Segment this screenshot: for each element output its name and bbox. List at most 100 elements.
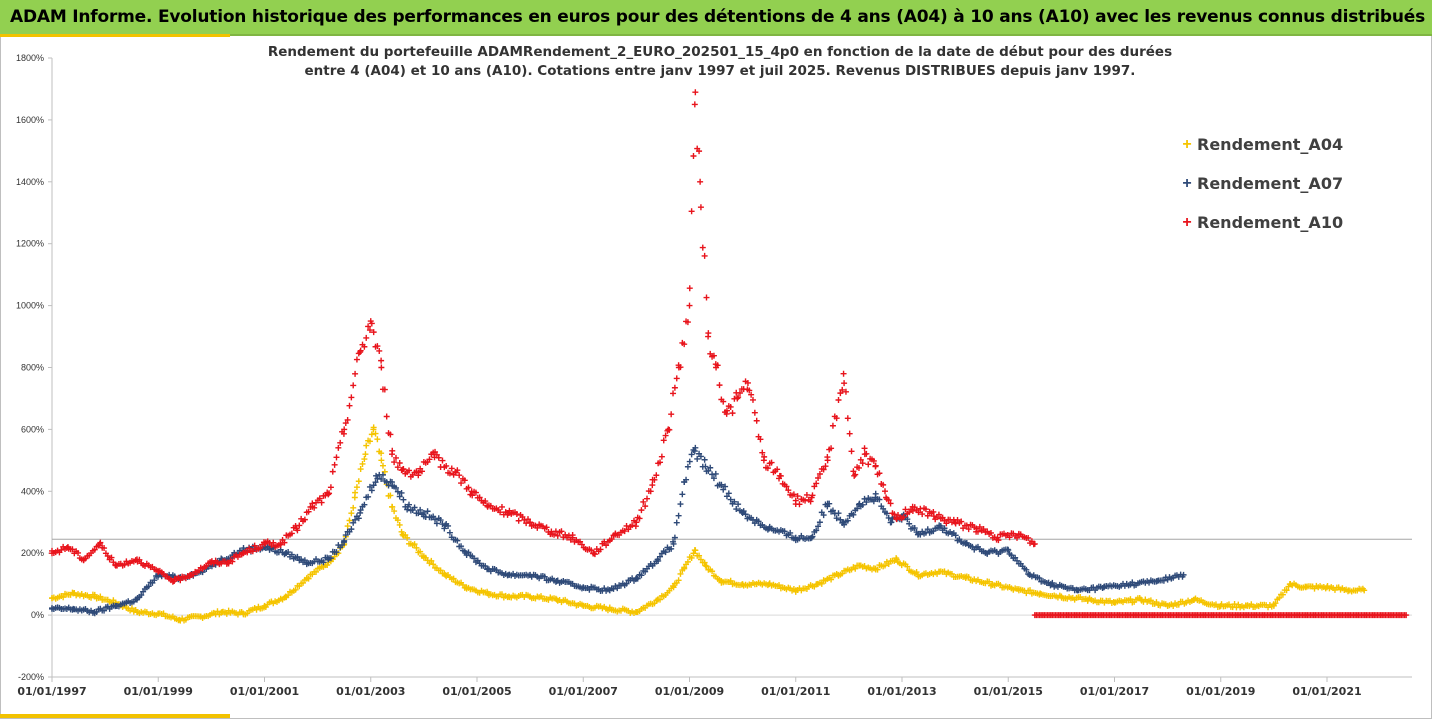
rendement-a10-point (930, 508, 937, 515)
rendement-a04-point (675, 577, 682, 584)
rendement-a04-point (701, 559, 708, 566)
rendement-a07-point (937, 522, 944, 529)
rendement-a10-point (177, 577, 184, 584)
rendement-a10-point (638, 507, 645, 514)
rendement-a10-point (392, 454, 399, 461)
rendement-a10-point (229, 558, 236, 565)
rendement-a07-point (733, 506, 740, 513)
rendement-a07-point (294, 553, 301, 560)
rendement-a04-point (818, 580, 825, 587)
rendement-a07-point (861, 495, 868, 502)
legend-marker-a10: + (1182, 213, 1192, 231)
legend-item-a10: + Rendement_A10 (1180, 203, 1343, 242)
rendement-a04-point (355, 478, 362, 485)
rendement-a07-point (1023, 566, 1030, 573)
rendement-a04-point (1027, 587, 1034, 594)
rendement-a10-point (885, 497, 892, 504)
rendement-a10-point (980, 526, 987, 533)
rendement-a04-point (437, 567, 444, 574)
rendement-a04-point (684, 558, 691, 565)
rendement-a10-point (543, 524, 550, 531)
rendement-a10-point (454, 467, 461, 474)
rendement-a10-point (461, 477, 468, 484)
rendement-a10-point (476, 494, 483, 501)
rendement-a10-point (697, 178, 704, 185)
rendement-a10-point (435, 454, 442, 461)
rendement-a10-point (288, 530, 295, 537)
rendement-a04-point (292, 586, 299, 593)
rendement-a10-point (439, 457, 446, 464)
rendement-a07-point (441, 525, 448, 532)
rendement-a10-point (391, 459, 398, 466)
rendement-a10-point (1030, 541, 1037, 548)
rendement-a10-point (924, 512, 931, 519)
rendement-a04-point (692, 547, 699, 554)
rendement-a10-point (591, 551, 598, 558)
rendement-a10-point (482, 498, 489, 505)
x-tick-label: 01/01/1999 (124, 685, 193, 698)
rendement-a10-point (136, 556, 143, 563)
rendement-a10-point (915, 509, 922, 516)
rendement-a07-point (458, 543, 465, 550)
rendement-a04-point (368, 431, 375, 438)
rendement-a04-point (97, 593, 104, 600)
rendement-a04-point (391, 508, 398, 515)
rendement-a07-point (320, 559, 327, 566)
y-tick-label: 0% (31, 610, 44, 620)
rendement-a10-point (344, 416, 351, 423)
rendement-a10-point (902, 506, 909, 513)
rendement-a07-point (829, 507, 836, 514)
rendement-a10-point (876, 470, 883, 477)
rendement-a10-point (751, 409, 758, 416)
rendement-a10-point (723, 407, 730, 414)
rendement-a10-point (534, 524, 541, 531)
rendement-a04-point (352, 489, 359, 496)
rendement-a10-point (294, 527, 301, 534)
rendement-a10-point (498, 503, 505, 510)
x-tick-label: 01/01/2001 (230, 685, 299, 698)
rendement-a07-point (392, 484, 399, 491)
legend-item-a07: + Rendement_A07 (1180, 164, 1343, 203)
rendement-a10-point (277, 541, 284, 548)
rendement-a10-point (822, 463, 829, 470)
rendement-a10-point (376, 347, 383, 354)
rendement-a10-point (257, 544, 264, 551)
rendement-a10-point (365, 323, 372, 330)
rendement-a04-point (430, 561, 437, 568)
rendement-a10-point (448, 465, 455, 472)
rendement-a04-point (344, 523, 351, 530)
rendement-a04-point (852, 565, 859, 572)
rendement-a07-point (437, 517, 444, 524)
rendement-a10-point (383, 413, 390, 420)
rendement-a07-point (655, 557, 662, 564)
rendement-a07-point (541, 573, 548, 580)
x-tick-label: 01/01/2007 (549, 685, 618, 698)
rendement-a07-point (701, 456, 708, 463)
rendement-a10-point (121, 561, 128, 568)
rendement-a07-point (361, 501, 368, 508)
rendement-a10-point (519, 513, 526, 520)
rendement-a04-point (366, 438, 373, 445)
rendement-a07-point (924, 526, 931, 533)
rendement-a10-point (326, 490, 333, 497)
rendement-a07-point (688, 451, 695, 458)
rendement-a07-point (885, 514, 892, 521)
rendement-a04-point (389, 503, 396, 510)
rendement-a07-point (151, 577, 158, 584)
rendement-a07-point (1160, 577, 1167, 584)
rendement-a10-point (943, 520, 950, 527)
rendement-a10-point (504, 511, 511, 518)
rendement-a10-point (705, 330, 712, 337)
rendement-a10-point (870, 457, 877, 464)
rendement-a07-point (880, 505, 887, 512)
rendement-a07-point (668, 545, 675, 552)
rendement-a10-point (731, 395, 738, 402)
rendement-a10-point (746, 387, 753, 394)
rendement-a07-point (301, 557, 308, 564)
rendement-a07-point (731, 498, 738, 505)
rendement-a10-point (446, 470, 453, 477)
rendement-a07-point (809, 533, 816, 540)
rendement-a10-point (919, 511, 926, 518)
rendement-a10-point (58, 546, 65, 553)
rendement-a04-point (128, 605, 135, 612)
